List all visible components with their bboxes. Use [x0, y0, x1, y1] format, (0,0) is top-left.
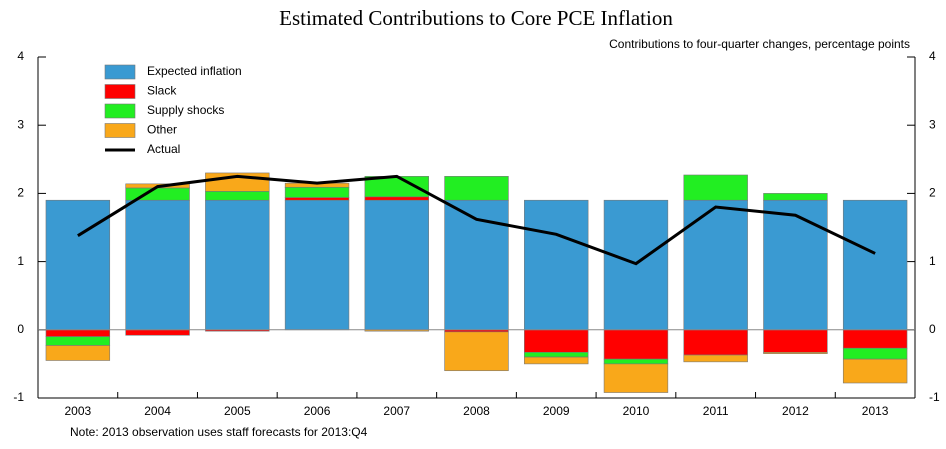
bar-segment — [125, 329, 190, 336]
bar-segment — [125, 187, 190, 201]
bar-segment — [763, 199, 828, 331]
y2-tick-label: 1 — [929, 254, 936, 268]
legend-swatch — [104, 123, 136, 138]
bar-segment — [284, 197, 350, 201]
legend-label: Actual — [147, 142, 180, 156]
x-tick-label: 2013 — [862, 404, 889, 418]
actual-line — [77, 174, 876, 266]
bar-segment — [842, 358, 908, 384]
legend-label: Other — [147, 123, 177, 137]
y-tick-label: -1 — [13, 390, 24, 404]
bar-segment — [284, 199, 350, 331]
x-tick-label: 2011 — [703, 404, 729, 418]
y-tick-label: 2 — [17, 186, 24, 200]
bar-segment — [524, 356, 589, 365]
x-tick-label: 2008 — [463, 404, 490, 418]
bar-segment — [603, 363, 669, 393]
legend-label: Expected inflation — [147, 64, 242, 78]
bar-segment — [444, 176, 509, 201]
legend-swatch — [104, 64, 136, 80]
legend-swatch — [104, 103, 136, 119]
bar-segment — [603, 329, 669, 360]
chart-title: Estimated Contributions to Core PCE Infl… — [279, 6, 673, 30]
x-tick-label: 2003 — [65, 404, 92, 418]
bar-segment — [683, 174, 748, 201]
bar-segment — [45, 336, 111, 346]
x-tick-label: 2010 — [623, 404, 650, 418]
y2-tick-label: 0 — [929, 322, 936, 336]
y-tick-label: 4 — [17, 49, 24, 63]
x-tick-label: 2004 — [144, 404, 171, 418]
bar-segment — [842, 199, 908, 331]
bar-segment — [603, 358, 669, 365]
bar-segment — [125, 199, 190, 331]
legend-swatch — [104, 84, 136, 99]
bar-segment — [842, 347, 908, 360]
x-tick-label: 2005 — [224, 404, 251, 418]
bar-segment — [842, 329, 908, 349]
bar-segment — [763, 193, 828, 201]
y-tick-label: 3 — [17, 117, 24, 131]
bar-segment — [444, 331, 509, 372]
bar-segment — [683, 199, 748, 331]
bar-segment — [524, 199, 589, 331]
bar-segment — [205, 191, 270, 201]
bar-segment — [763, 329, 828, 353]
y2-tick-label: 2 — [929, 186, 936, 200]
bar-segment — [45, 345, 111, 361]
bar-segment — [284, 186, 350, 198]
x-tick-label: 2012 — [782, 404, 809, 418]
x-tick-label: 2006 — [304, 404, 331, 418]
y2-tick-label: 3 — [929, 117, 936, 131]
bar-segment — [45, 329, 111, 337]
bar-segment — [45, 199, 111, 331]
y2-tick-label: 4 — [929, 49, 936, 63]
x-tick-label: 2007 — [383, 404, 410, 418]
y2-tick-label: -1 — [929, 390, 940, 404]
y-tick-label: 0 — [17, 322, 24, 336]
bar-segment — [205, 199, 270, 331]
note: Note: 2013 observation uses staff foreca… — [70, 425, 368, 439]
legend-label: Supply shocks — [147, 103, 224, 117]
bar-segment — [524, 329, 589, 353]
bar-segment — [524, 352, 589, 358]
y-tick-label: 1 — [17, 254, 24, 268]
bar-segment — [683, 329, 748, 356]
bar-segment — [364, 196, 429, 201]
x-tick-label: 2009 — [543, 404, 570, 418]
legend-label: Slack — [147, 84, 177, 98]
bar-segment — [683, 354, 748, 363]
chart-subtitle: Contributions to four-quarter changes, p… — [609, 37, 910, 51]
bar-segment — [364, 199, 429, 331]
bar-segment — [763, 352, 828, 354]
